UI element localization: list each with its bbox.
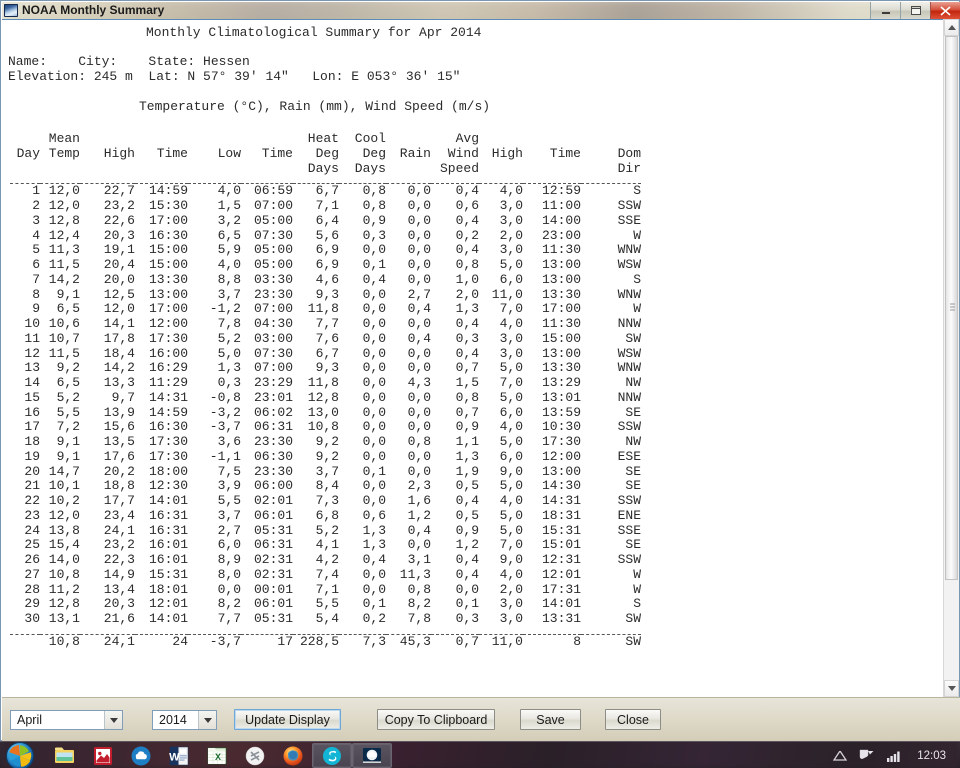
svg-text:W: W [169, 751, 180, 763]
svg-text:X: X [215, 752, 221, 762]
